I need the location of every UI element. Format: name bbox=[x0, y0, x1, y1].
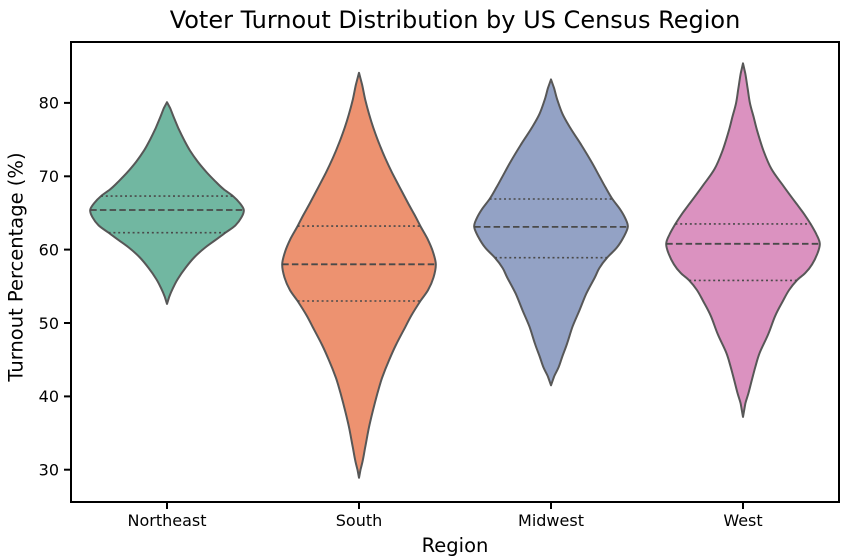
x-tick-label: Midwest bbox=[518, 511, 584, 530]
y-tick-label: 50 bbox=[39, 314, 59, 333]
y-tick-label: 40 bbox=[39, 387, 59, 406]
x-axis-label: Region bbox=[421, 534, 489, 557]
violin-midwest bbox=[473, 78, 629, 387]
chart-title: Voter Turnout Distribution by US Census … bbox=[169, 6, 741, 34]
y-tick-label: 60 bbox=[39, 240, 59, 259]
violin-northeast bbox=[89, 101, 245, 305]
x-tick-label: Northeast bbox=[127, 511, 206, 530]
violin-south bbox=[281, 71, 437, 479]
x-tick-label: South bbox=[336, 511, 383, 530]
plot-border bbox=[70, 41, 840, 503]
x-tick-label: West bbox=[723, 511, 762, 530]
violin-west bbox=[665, 62, 821, 418]
y-tick-label: 30 bbox=[39, 461, 59, 480]
y-tick-label: 70 bbox=[39, 167, 59, 186]
y-tick-label: 80 bbox=[39, 94, 59, 113]
